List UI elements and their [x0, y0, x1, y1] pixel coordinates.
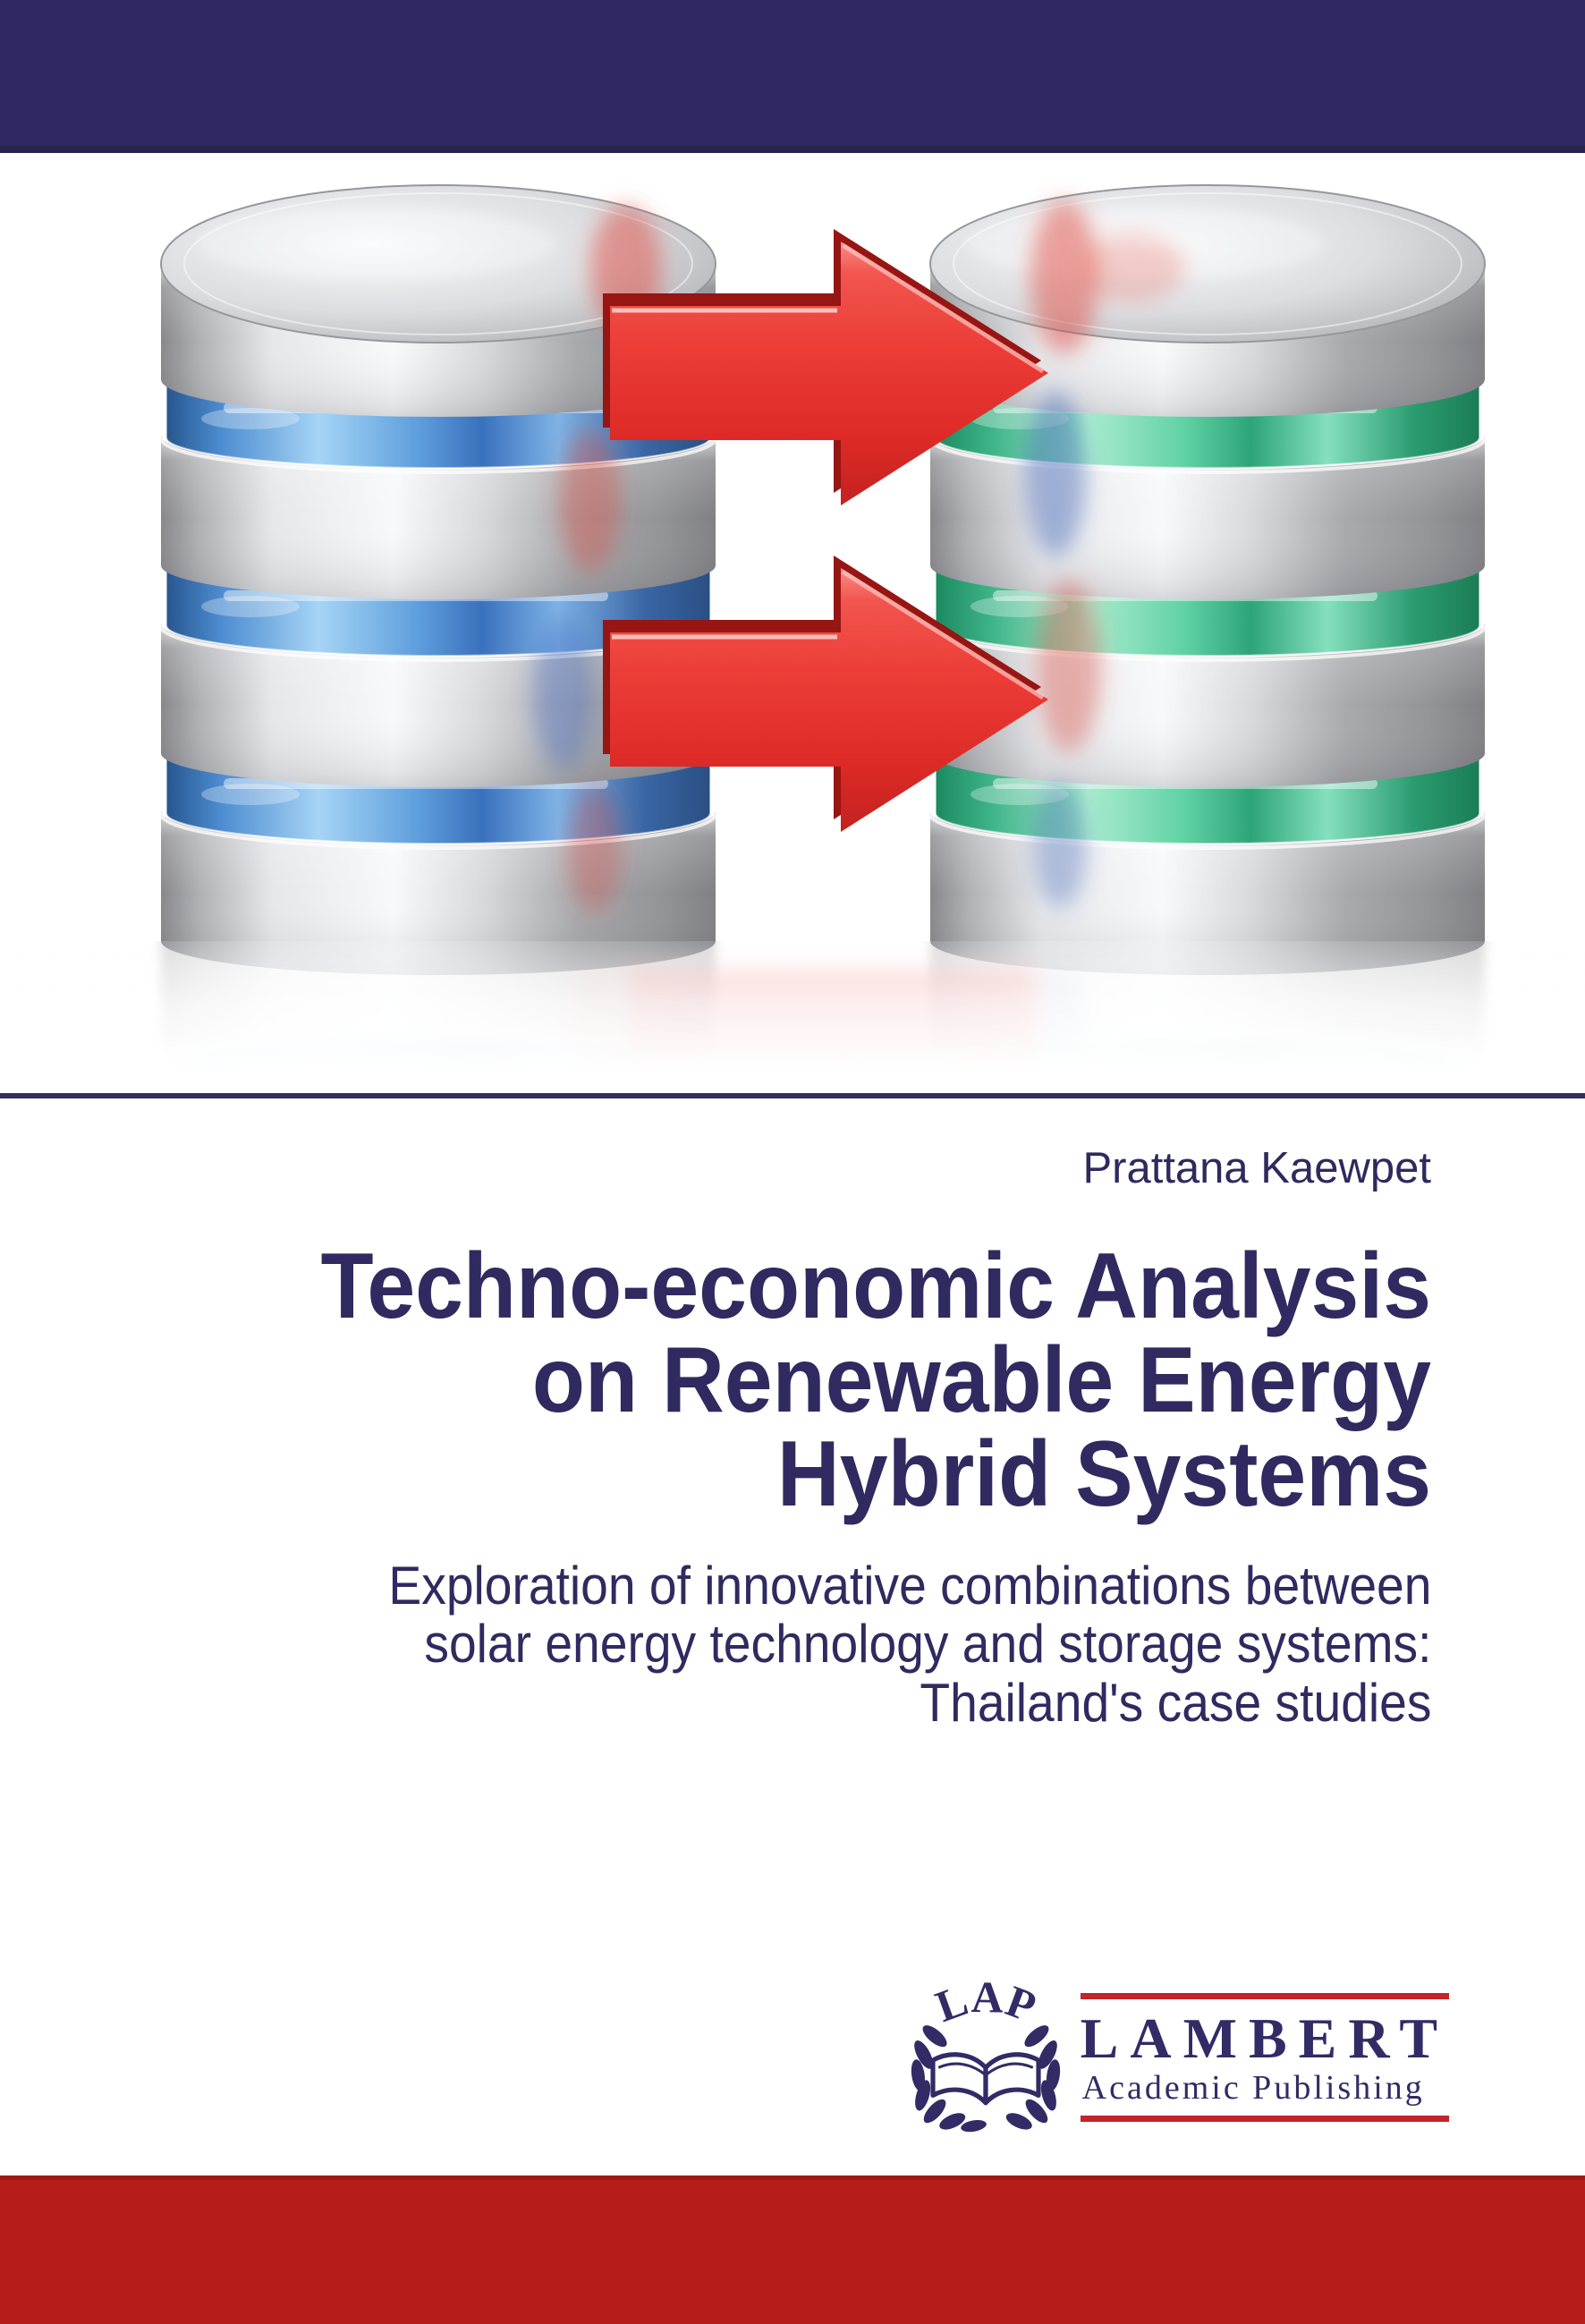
publisher-logo: LAP [907, 1979, 1449, 2136]
publisher-wordmark: LAMBERT Academic Publishing [1080, 1993, 1449, 2122]
lap-monogram-text: LAP [929, 1979, 1042, 2031]
header-bar [0, 0, 1585, 146]
logo-rule-bottom [1080, 2116, 1449, 2122]
cover-illustration [0, 0, 1585, 1094]
lap-emblem: LAP [911, 1979, 1060, 2133]
publisher-name: LAMBERT [1080, 2006, 1449, 2070]
book-title: Techno-economic Analysis on Renewable En… [320, 1234, 1431, 1527]
laurel-wreath-icon [911, 2025, 1060, 2133]
title-line: on Renewable Energy [531, 1328, 1431, 1433]
title-line: Techno-economic Analysis [320, 1234, 1431, 1338]
logo-rule-top [1080, 1993, 1449, 1999]
subtitle-line: Exploration of innovative combinations b… [387, 1556, 1431, 1616]
footer-bar [0, 2176, 1585, 2324]
subtitle-line: Thailand's case studies [919, 1672, 1431, 1733]
book-subtitle: Exploration of innovative combinations b… [387, 1556, 1432, 1733]
separator-line [0, 1093, 1585, 1098]
title-line: Hybrid Systems [776, 1422, 1431, 1527]
reflection-fade [0, 941, 1585, 1094]
publisher-tagline: Academic Publishing [1081, 2069, 1425, 2107]
header-bar-edge [0, 146, 1585, 153]
author-name: Prattana Kaewpet [1082, 1144, 1431, 1192]
open-book-icon [930, 2052, 1041, 2106]
subtitle-line: solar energy technology and storage syst… [423, 1614, 1432, 1675]
